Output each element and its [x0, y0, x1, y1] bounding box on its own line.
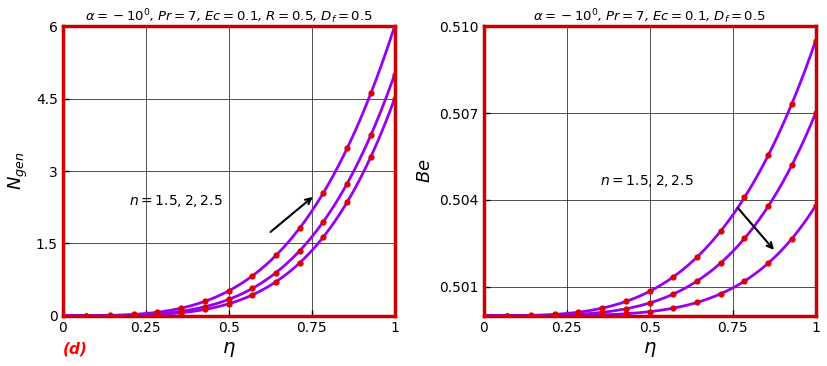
- Text: $n = 1.5, 2, 2.5$: $n = 1.5, 2, 2.5$: [600, 173, 694, 190]
- Y-axis label: $Be$: $Be$: [416, 159, 433, 183]
- X-axis label: $\eta$: $\eta$: [643, 340, 657, 359]
- Y-axis label: $N_{gen}$: $N_{gen}$: [7, 152, 30, 190]
- X-axis label: $\eta$: $\eta$: [222, 340, 236, 359]
- Text: (d): (d): [63, 341, 88, 356]
- Title: $\alpha = -10^0$, $Pr = 7$, $Ec = 0.1$, $D_f = 0.5$: $\alpha = -10^0$, $Pr = 7$, $Ec = 0.1$, …: [533, 7, 766, 26]
- Text: $n = 1.5, 2, 2.5$: $n = 1.5, 2, 2.5$: [129, 193, 222, 209]
- Title: $\alpha = -10^0$, $Pr = 7$, $Ec = 0.1$, $R = 0.5$, $D_f = 0.5$: $\alpha = -10^0$, $Pr = 7$, $Ec = 0.1$, …: [84, 7, 372, 26]
